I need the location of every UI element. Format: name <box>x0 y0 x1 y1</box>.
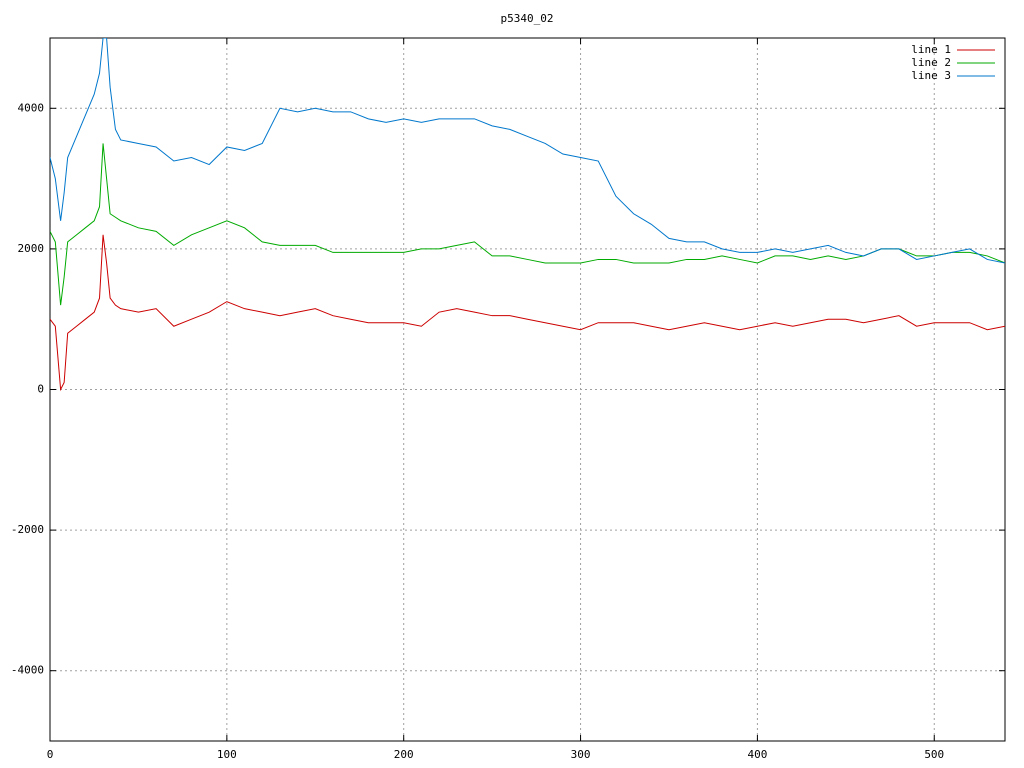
y-tick-label: 0 <box>37 383 44 396</box>
data-line <box>50 38 1005 264</box>
legend-label: line 3 <box>911 69 951 82</box>
chart-title: p5340_02 <box>501 12 554 25</box>
y-tick-label: -2000 <box>11 523 44 536</box>
y-tick-label: 4000 <box>18 101 45 114</box>
legend-label: line 2 <box>911 56 951 69</box>
plot-frame <box>49 37 1006 742</box>
x-tick-label: 200 <box>394 748 414 761</box>
y-tick-label: -4000 <box>11 664 44 677</box>
x-tick-label: 300 <box>571 748 591 761</box>
x-tick-label: 400 <box>747 748 767 761</box>
y-tick-label: 2000 <box>18 242 45 255</box>
x-tick-label: 100 <box>217 748 237 761</box>
data-line <box>50 234 1005 392</box>
x-tick-label: 0 <box>47 748 54 761</box>
legend-label: line 1 <box>911 43 951 56</box>
x-tick-label: 500 <box>924 748 944 761</box>
data-line <box>50 143 1005 306</box>
